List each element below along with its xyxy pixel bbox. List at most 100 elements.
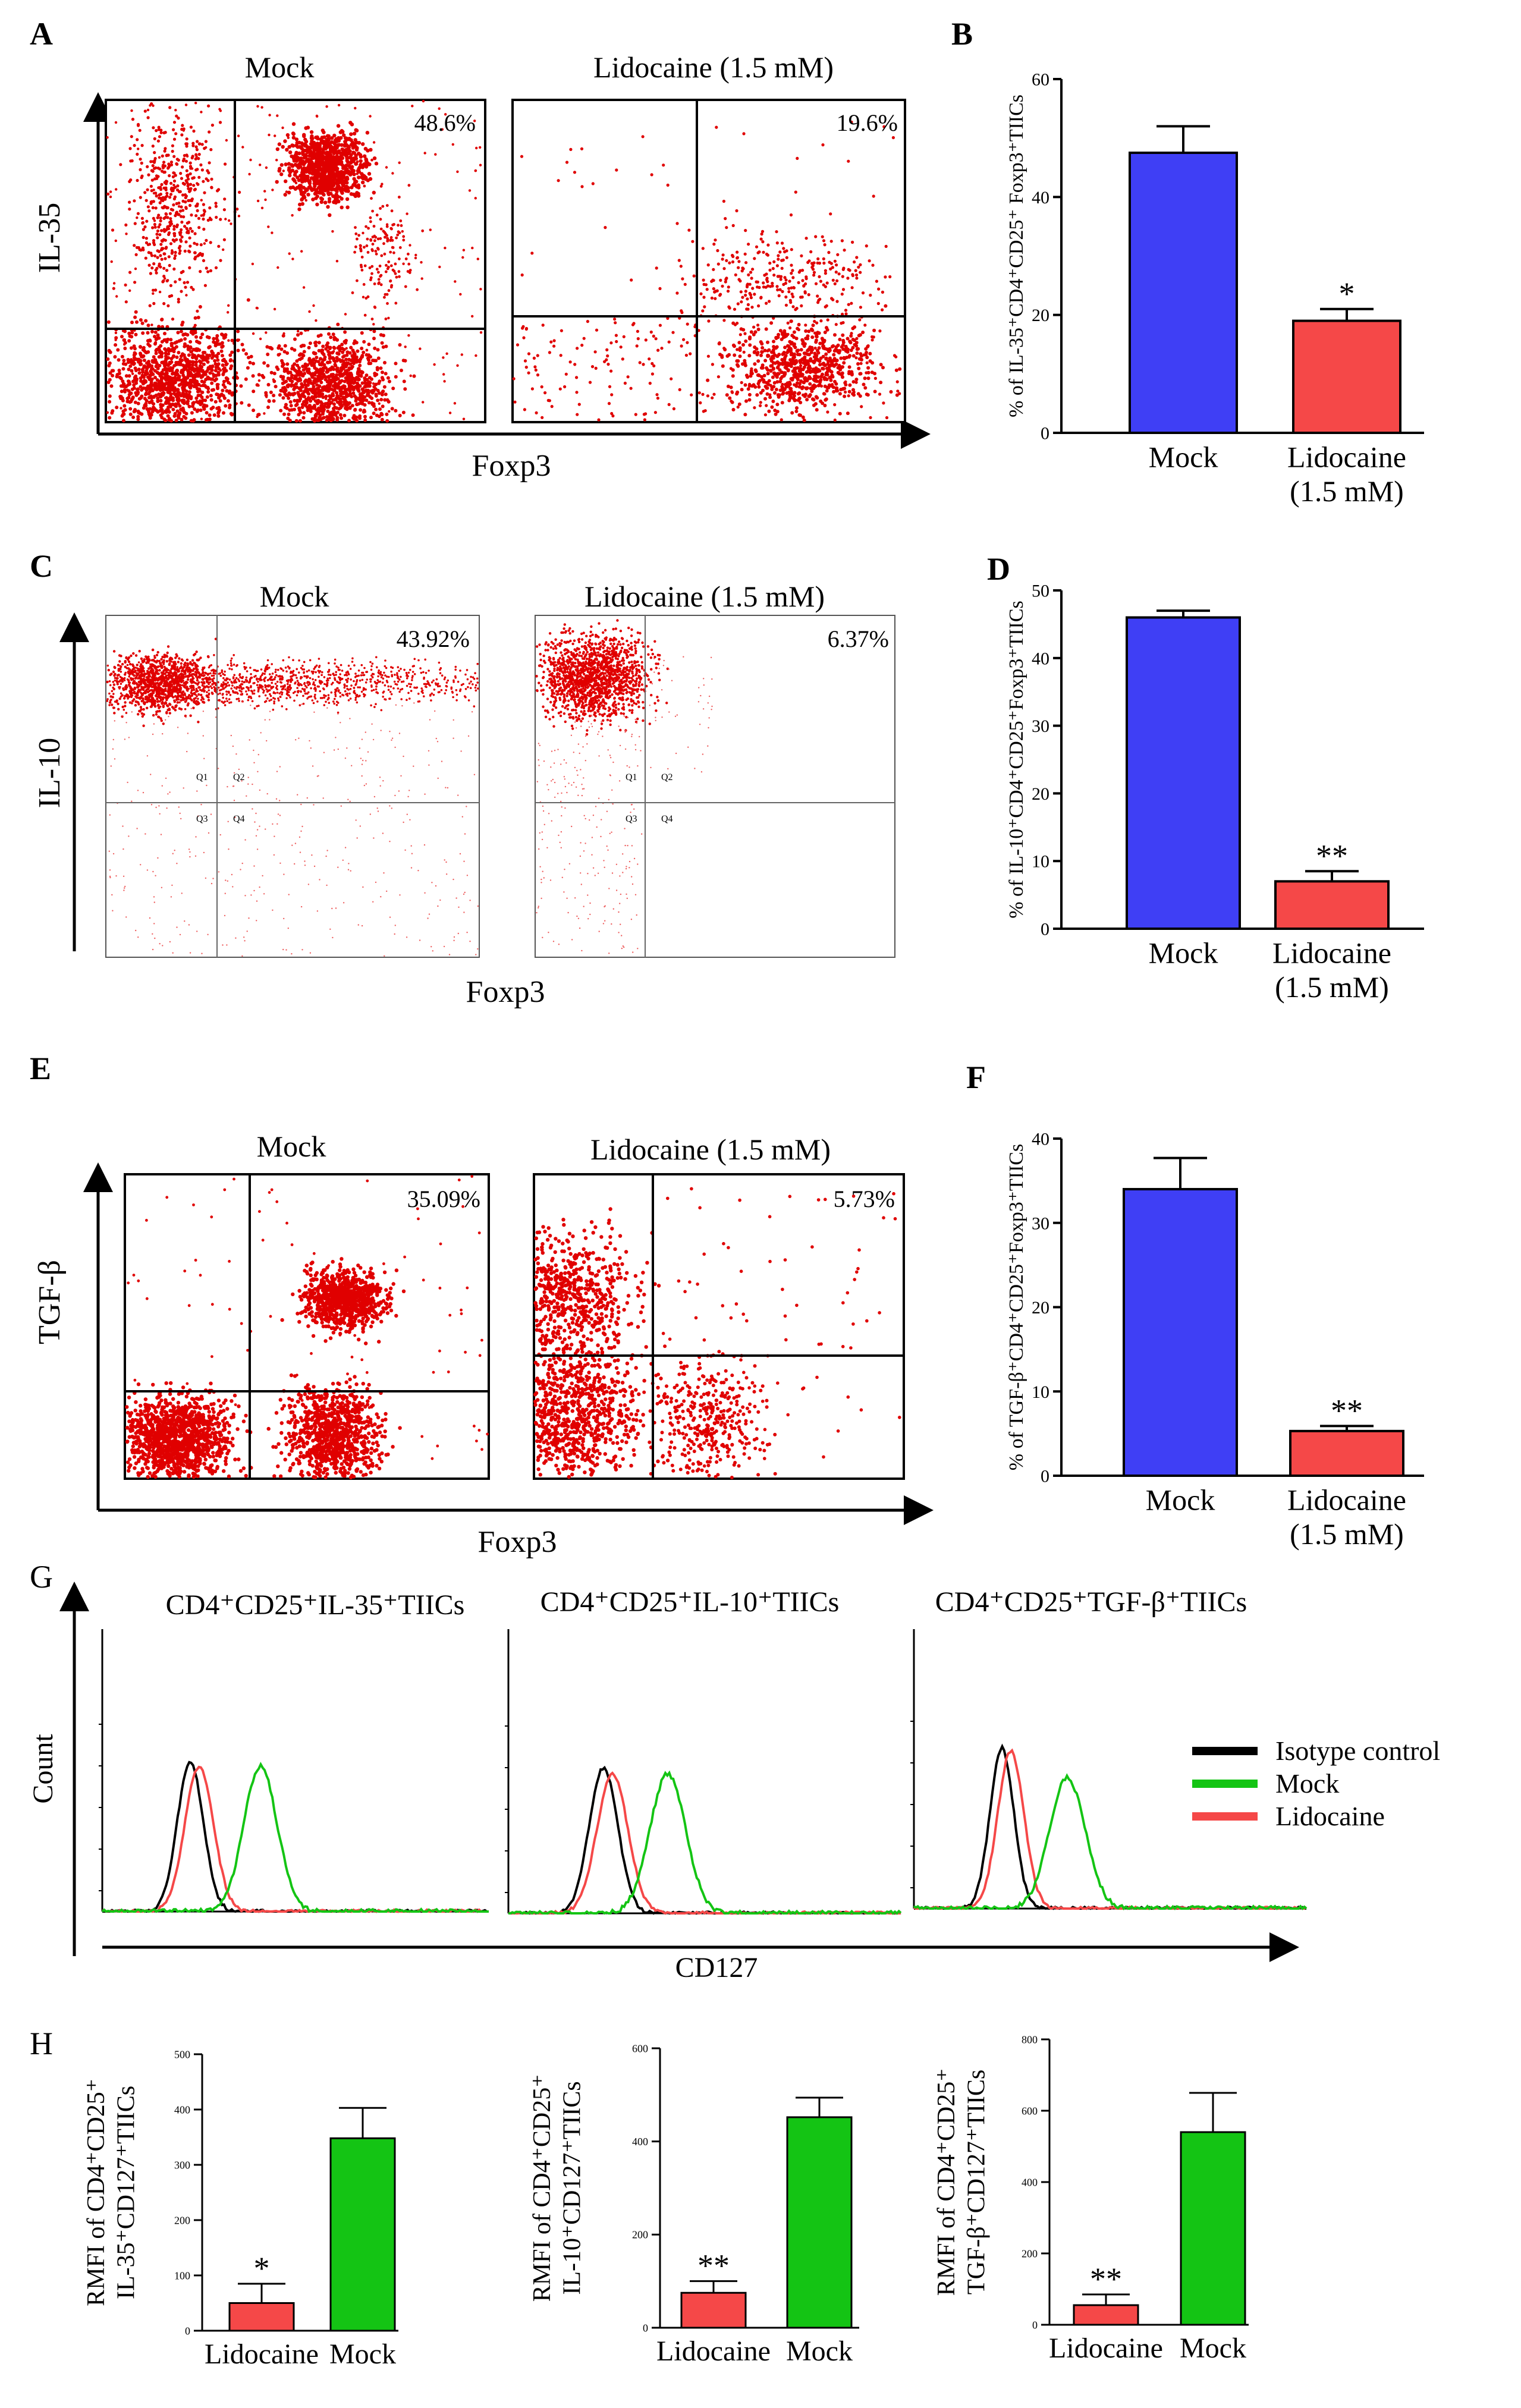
cytometry-dot [847,365,851,369]
cytometry-dot [731,408,736,411]
cytometry-dot [752,325,756,329]
cytometry-dot [737,341,741,345]
cytometry-dot [832,353,836,357]
cytometry-dot [360,331,364,335]
cytometry-dot [784,295,788,299]
cytometry-dot [416,288,419,291]
cytometry-dot [398,246,402,249]
cytometry-dot [767,379,771,383]
cytometry-dot [192,129,196,133]
cytometry-dot [344,341,348,345]
cytometry-dot [775,403,780,407]
cytometry-dot [206,270,210,274]
cytometry-dot [865,371,868,375]
cytometry-dot [865,392,869,397]
cytometry-dot [136,122,140,126]
cytometry-dot [479,331,483,334]
cytometry-dot [881,290,884,294]
cytometry-dot [384,235,386,239]
cytometry-dot [759,391,763,395]
cytometry-dot [200,214,203,217]
cytometry-dot [884,244,888,248]
cytometry-dot [788,382,792,386]
cytometry-dot [146,331,150,335]
cytometry-dot [264,391,268,395]
cytometry-dot [178,411,182,415]
cytometry-dot [223,197,227,201]
cytometry-dot [414,253,417,257]
cytometry-dot [200,111,203,114]
cytometry-dot [166,279,169,282]
cytometry-dot [145,407,149,411]
cytometry-dot [196,389,200,394]
cytometry-dot [179,329,183,334]
cytometry-dot [828,260,831,264]
cytometry-dot [139,196,142,199]
cytometry-dot [260,206,264,209]
cytometry-dot [171,407,175,411]
cytometry-dot [193,316,197,320]
cytometry-dot [171,372,174,376]
cytometry-dot [866,376,871,381]
cytometry-dot [219,259,222,262]
cytometry-dot [872,194,875,198]
cytometry-dot [363,313,367,317]
cytometry-dot [152,191,156,195]
cytometry-dot [356,160,359,164]
cytometry-dot [326,375,331,379]
cytometry-dot [200,332,205,337]
cytometry-dot [799,359,803,363]
cytometry-dot [308,310,311,313]
cytometry-dot [291,132,296,136]
cytometry-dot [381,183,384,186]
cytometry-dot [656,348,660,352]
cytometry-dot [815,408,819,412]
cytometry-dot [152,126,155,130]
cytometry-dot [825,366,829,370]
cytometry-dot [797,271,801,274]
cytometry-dot [181,124,184,127]
cytometry-dot [775,354,780,359]
cytometry-dot [357,389,361,393]
cytometry-dot [379,275,382,278]
cytometry-dot [205,177,208,181]
cytometry-dot [784,278,788,282]
cytometry-dot [401,359,406,363]
cytometry-dot [367,358,371,362]
cytometry-dot [686,341,689,344]
cytometry-dot [349,192,354,196]
cytometry-dot [759,366,763,370]
cytometry-dot [151,206,155,209]
cytometry-dot [266,364,270,368]
cytometry-dot [159,254,162,257]
cytometry-dot [293,337,297,341]
cytometry-dot [213,369,218,373]
cytometry-dot [144,369,149,373]
cytometry-dot [294,143,298,148]
cytometry-dot [307,367,311,371]
cytometry-dot [230,393,234,397]
cytometry-dot [149,104,152,107]
cytometry-dot [784,382,788,386]
cytometry-dot [178,249,182,253]
cytometry-dot [824,357,828,361]
cytometry-dot [376,356,381,360]
cytometry-dot [363,177,368,181]
cytometry-dot [812,274,816,277]
cytometry-dot [189,125,193,129]
cytometry-dot [312,404,316,408]
cytometry-dot [221,388,225,392]
cytometry-dot [373,234,376,237]
cytometry-dot [857,334,861,338]
cytometry-dot [205,418,208,422]
cytometry-dot [783,372,786,375]
cytometry-dot [313,419,317,423]
cytometry-dot [687,228,691,232]
cytometry-dot [747,392,752,397]
cytometry-dot [757,385,761,389]
cytometry-dot [205,335,209,339]
cytometry-dot [800,338,805,342]
cytometry-dot [811,323,815,328]
cytometry-dot [815,368,819,372]
cytometry-dot [667,403,671,407]
